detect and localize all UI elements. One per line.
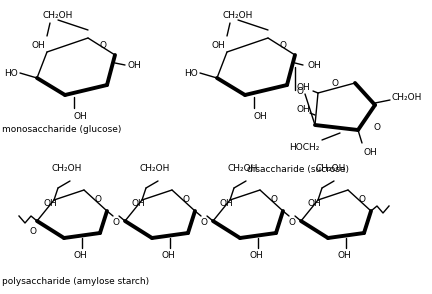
Text: OH: OH (211, 41, 225, 51)
Text: CH₂OH: CH₂OH (140, 164, 170, 173)
Text: OH: OH (131, 198, 145, 208)
Text: OH: OH (296, 106, 310, 114)
Text: O: O (95, 195, 102, 203)
Text: O: O (112, 218, 120, 227)
Text: O: O (374, 123, 381, 133)
Text: CH₂OH: CH₂OH (52, 164, 82, 173)
Text: O: O (296, 88, 304, 96)
Text: OH: OH (161, 251, 175, 260)
Text: OH: OH (253, 112, 267, 121)
Text: OH: OH (43, 198, 57, 208)
Text: OH: OH (307, 61, 321, 69)
Text: CH₂OH: CH₂OH (228, 164, 258, 173)
Text: CH₂OH: CH₂OH (316, 164, 346, 173)
Text: OH: OH (31, 41, 45, 51)
Text: O: O (331, 78, 339, 88)
Text: HOCH₂: HOCH₂ (289, 143, 320, 153)
Text: OH: OH (307, 198, 321, 208)
Text: OH: OH (127, 61, 141, 69)
Text: O: O (99, 41, 107, 51)
Text: OH: OH (219, 198, 233, 208)
Text: OH: OH (249, 251, 263, 260)
Text: O: O (200, 218, 207, 227)
Text: O: O (182, 195, 190, 203)
Text: CH₂OH: CH₂OH (43, 11, 73, 19)
Text: O: O (359, 195, 365, 203)
Text: OH: OH (73, 112, 87, 121)
Text: CH₂OH: CH₂OH (392, 93, 422, 103)
Text: O: O (270, 195, 277, 203)
Text: polysaccharide (amylose starch): polysaccharide (amylose starch) (2, 277, 149, 286)
Text: OH: OH (337, 251, 351, 260)
Text: O: O (280, 41, 286, 51)
Text: O: O (289, 218, 295, 227)
Text: O: O (29, 226, 36, 235)
Text: OH: OH (363, 148, 377, 157)
Text: monosaccharide (glucose): monosaccharide (glucose) (2, 125, 121, 134)
Text: disaccharide (sucrose): disaccharide (sucrose) (247, 165, 349, 174)
Text: HO: HO (184, 69, 198, 78)
Text: OH: OH (73, 251, 87, 260)
Text: HO: HO (4, 69, 18, 78)
Text: CH₂OH: CH₂OH (223, 11, 253, 19)
Text: OH: OH (296, 83, 310, 93)
